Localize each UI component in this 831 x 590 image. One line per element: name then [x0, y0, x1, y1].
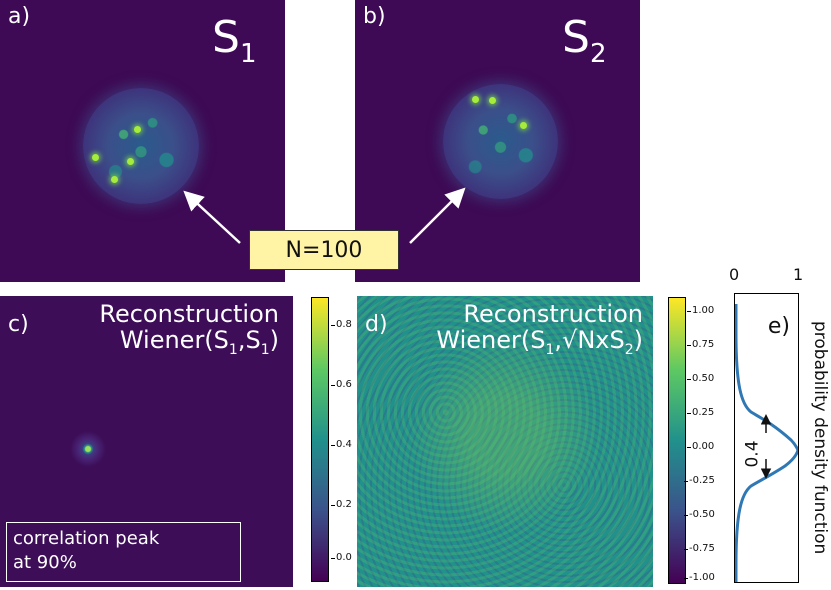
title-subscript: 1 [228, 342, 238, 359]
title-text: ,√NxS [554, 326, 625, 355]
panel-c-label: c) [8, 312, 29, 337]
panel-b-speckle-s2: b) S2 [355, 0, 640, 282]
colorbar-d [668, 297, 686, 584]
bright-speckle [127, 158, 134, 165]
title-text: Wiener(S [436, 326, 546, 355]
panel-d-cross-correlation: d) Reconstruction Wiener(S1,√NxS2) [357, 296, 653, 587]
panel-e-xtick-1: 1 [793, 265, 804, 284]
speckle-disk-s2 [443, 84, 558, 199]
panel-e-pdf-plot: e) 0.4 [734, 293, 799, 583]
annotation-line1: correlation peak [13, 528, 160, 549]
bright-speckle [92, 154, 99, 161]
colorbar-d-tick: -1.00 [684, 572, 715, 583]
width-annotation: 0.4 [742, 440, 763, 468]
bright-speckle [520, 122, 527, 129]
panel-c-title: Reconstruction Wiener(S1,S1) [99, 301, 279, 359]
signal-s1-subscript: 1 [239, 38, 257, 69]
title-text: Wiener(S [119, 326, 229, 355]
colorbar-c-tick: 0.8 [331, 319, 352, 330]
colorbar-c [311, 297, 329, 582]
correlation-peak-annotation: correlation peak at 90% [6, 522, 241, 582]
panel-b-label: b) [363, 4, 386, 29]
colorbar-d-tick: -0.25 [684, 475, 715, 486]
title-text: ) [633, 326, 643, 355]
colorbar-d-tick: 0.50 [686, 373, 715, 384]
signal-s2-letter: S [562, 12, 590, 63]
n-count-box: N=100 [249, 230, 399, 270]
panel-e-label: e) [767, 314, 790, 339]
colorbar-d-tick: -0.50 [684, 509, 715, 520]
panel-e-xtick-0: 0 [729, 265, 740, 284]
colorbar-d-tick: 0.25 [686, 407, 715, 418]
signal-s1-label: S1 [212, 12, 256, 69]
title-text: ,S [237, 326, 261, 355]
pdf-curve [735, 304, 798, 582]
pdf-curve-svg [735, 304, 798, 582]
panel-d-label: d) [365, 312, 388, 337]
title-subscript: 2 [624, 342, 634, 359]
annotation-line2: at 90% [13, 552, 77, 574]
colorbar-c-tick: 0.2 [331, 499, 352, 510]
colorbar-c-tick: 0.6 [331, 379, 352, 390]
signal-s2-subscript: 2 [589, 38, 607, 69]
correlation-peak [70, 431, 106, 467]
bright-speckle [134, 126, 141, 133]
colorbar-d-tick: 1.00 [686, 305, 715, 316]
signal-s1-letter: S [212, 12, 240, 63]
panel-e-ylabel: probability density function [810, 321, 830, 555]
title-subscript: 1 [545, 342, 555, 359]
colorbar-d-tick: 0.75 [686, 339, 715, 350]
speckle-disk-s1 [83, 88, 199, 204]
colorbar-d-tick: -0.75 [684, 543, 715, 554]
panel-a-speckle-s1: a) S1 [0, 0, 285, 282]
panel-d-title: Reconstruction Wiener(S1,√NxS2) [436, 301, 643, 359]
title-subscript: 1 [260, 342, 270, 359]
title-text: ) [269, 326, 279, 355]
panel-d-title-line1: Reconstruction [463, 300, 643, 328]
panel-a-label: a) [8, 4, 31, 29]
bright-speckle [489, 97, 496, 104]
panel-c-title-line1: Reconstruction [99, 300, 279, 328]
panel-c-title-line2: Wiener(S1,S1) [99, 327, 279, 358]
bright-speckle [472, 96, 479, 103]
signal-s2-label: S2 [562, 12, 606, 69]
panel-c-autocorrelation: c) Reconstruction Wiener(S1,S1) [0, 296, 293, 587]
bright-speckle [111, 176, 118, 183]
colorbar-c-tick: 0.0 [331, 552, 352, 563]
colorbar-c-tick: 0.4 [331, 439, 352, 450]
colorbar-d-tick: 0.00 [686, 441, 715, 452]
panel-d-title-line2: Wiener(S1,√NxS2) [436, 327, 643, 358]
